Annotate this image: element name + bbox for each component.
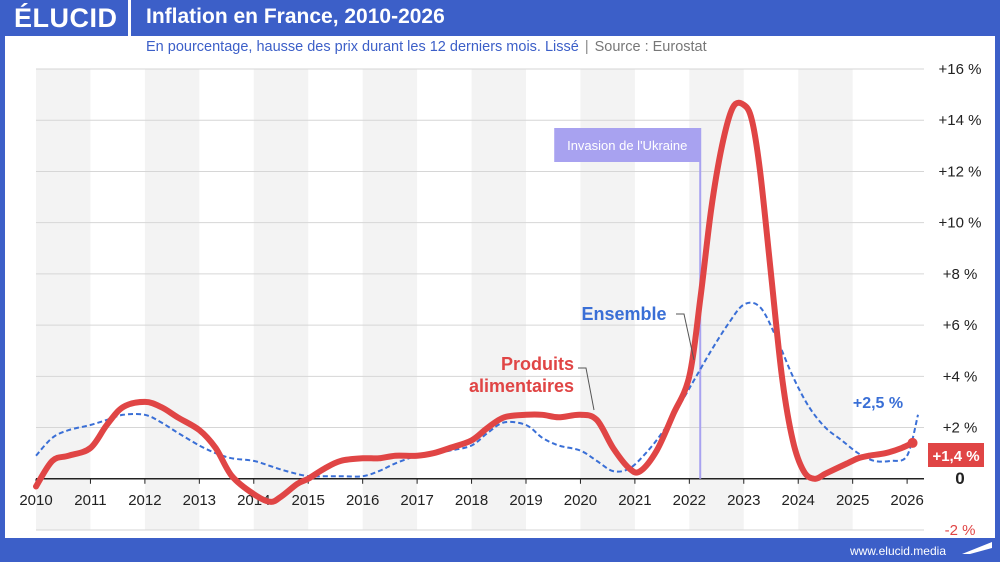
y-tick-label: +14 % bbox=[939, 112, 982, 129]
x-tick-label: 2019 bbox=[509, 492, 542, 509]
ukraine-label-box bbox=[554, 128, 701, 162]
x-tick-label: 2017 bbox=[400, 492, 433, 509]
year-band bbox=[36, 69, 91, 530]
x-tick-label: 2015 bbox=[292, 492, 325, 509]
header-bar: ÉLUCID Inflation en France, 2010-2026 bbox=[0, 0, 1000, 36]
end-point-produits-alimentaires bbox=[907, 437, 918, 448]
x-tick-label: 2012 bbox=[128, 492, 161, 509]
footer-url[interactable]: www.elucid.media bbox=[841, 543, 990, 559]
year-band bbox=[253, 69, 309, 530]
y-tick-label: +10 % bbox=[939, 215, 982, 232]
x-tick-label: 2023 bbox=[727, 492, 760, 509]
y-tick-label: +8 % bbox=[943, 266, 978, 283]
logo[interactable]: ÉLUCID bbox=[0, 0, 126, 36]
chart-title: Inflation en France, 2010-2026 bbox=[146, 5, 445, 28]
x-tick-label: 2025 bbox=[836, 492, 869, 509]
end-label-produits-alimentaires: +1,4 % bbox=[932, 448, 979, 465]
end-label-ensemble: +2,5 % bbox=[853, 395, 903, 412]
leader-line-produits-alimentaires bbox=[578, 367, 595, 411]
y-tick-label: +2 % bbox=[943, 420, 978, 437]
source-text: Source : Eurostat bbox=[594, 39, 707, 55]
y-tick-label: +6 % bbox=[943, 317, 978, 334]
x-tick-label: 2011 bbox=[74, 492, 106, 509]
year-band bbox=[471, 69, 526, 530]
logo-text: ÉLUCID bbox=[14, 3, 118, 33]
header-divider bbox=[128, 0, 131, 36]
series-label-produits-alimentaires: alimentaires bbox=[469, 376, 574, 396]
series-line-ensemble bbox=[35, 301, 919, 478]
chart-subtitle: En pourcentage, hausse des prix durant l… bbox=[146, 39, 707, 55]
x-tick-label: 2026 bbox=[890, 492, 923, 509]
year-band bbox=[144, 69, 200, 530]
x-tick-label: 2021 bbox=[618, 492, 651, 509]
x-tick-label: 2010 bbox=[19, 492, 52, 509]
end-label-box-produits-alimentaires bbox=[928, 443, 984, 467]
y-tick-label: +16 % bbox=[939, 61, 982, 78]
x-tick-label: 2013 bbox=[183, 492, 216, 509]
right-frame bbox=[995, 36, 1000, 538]
series-label-ensemble: Ensemble bbox=[581, 304, 666, 324]
footer-bar bbox=[0, 538, 1000, 562]
x-tick-label: 2024 bbox=[782, 492, 815, 509]
subtitle-text: En pourcentage, hausse des prix durant l… bbox=[146, 39, 579, 55]
y-tick-label: +12 % bbox=[939, 163, 982, 180]
y-tick-label: 0 bbox=[955, 469, 964, 488]
series-label-produits-alimentaires: Produits bbox=[501, 354, 574, 374]
x-tick-label: 2018 bbox=[455, 492, 488, 509]
x-tick-label: 2022 bbox=[673, 492, 706, 509]
year-band bbox=[798, 69, 853, 530]
y-tick-label: -2 % bbox=[945, 522, 976, 539]
x-tick-label: 2016 bbox=[346, 492, 379, 509]
flag-icon bbox=[962, 542, 992, 554]
leader-line-ensemble bbox=[676, 313, 695, 361]
y-tick-label: +4 % bbox=[943, 368, 978, 385]
x-tick-label: 2020 bbox=[564, 492, 597, 509]
series-line-produits-alimentaires bbox=[33, 99, 916, 505]
left-frame bbox=[0, 36, 5, 538]
ukraine-label-text: Invasion de l'Ukraine bbox=[567, 138, 687, 153]
